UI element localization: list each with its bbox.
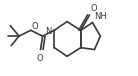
- Text: NH: NH: [95, 12, 107, 21]
- Text: O: O: [36, 54, 43, 63]
- Text: O: O: [32, 22, 38, 31]
- Text: N: N: [45, 27, 51, 36]
- Text: O: O: [91, 4, 97, 13]
